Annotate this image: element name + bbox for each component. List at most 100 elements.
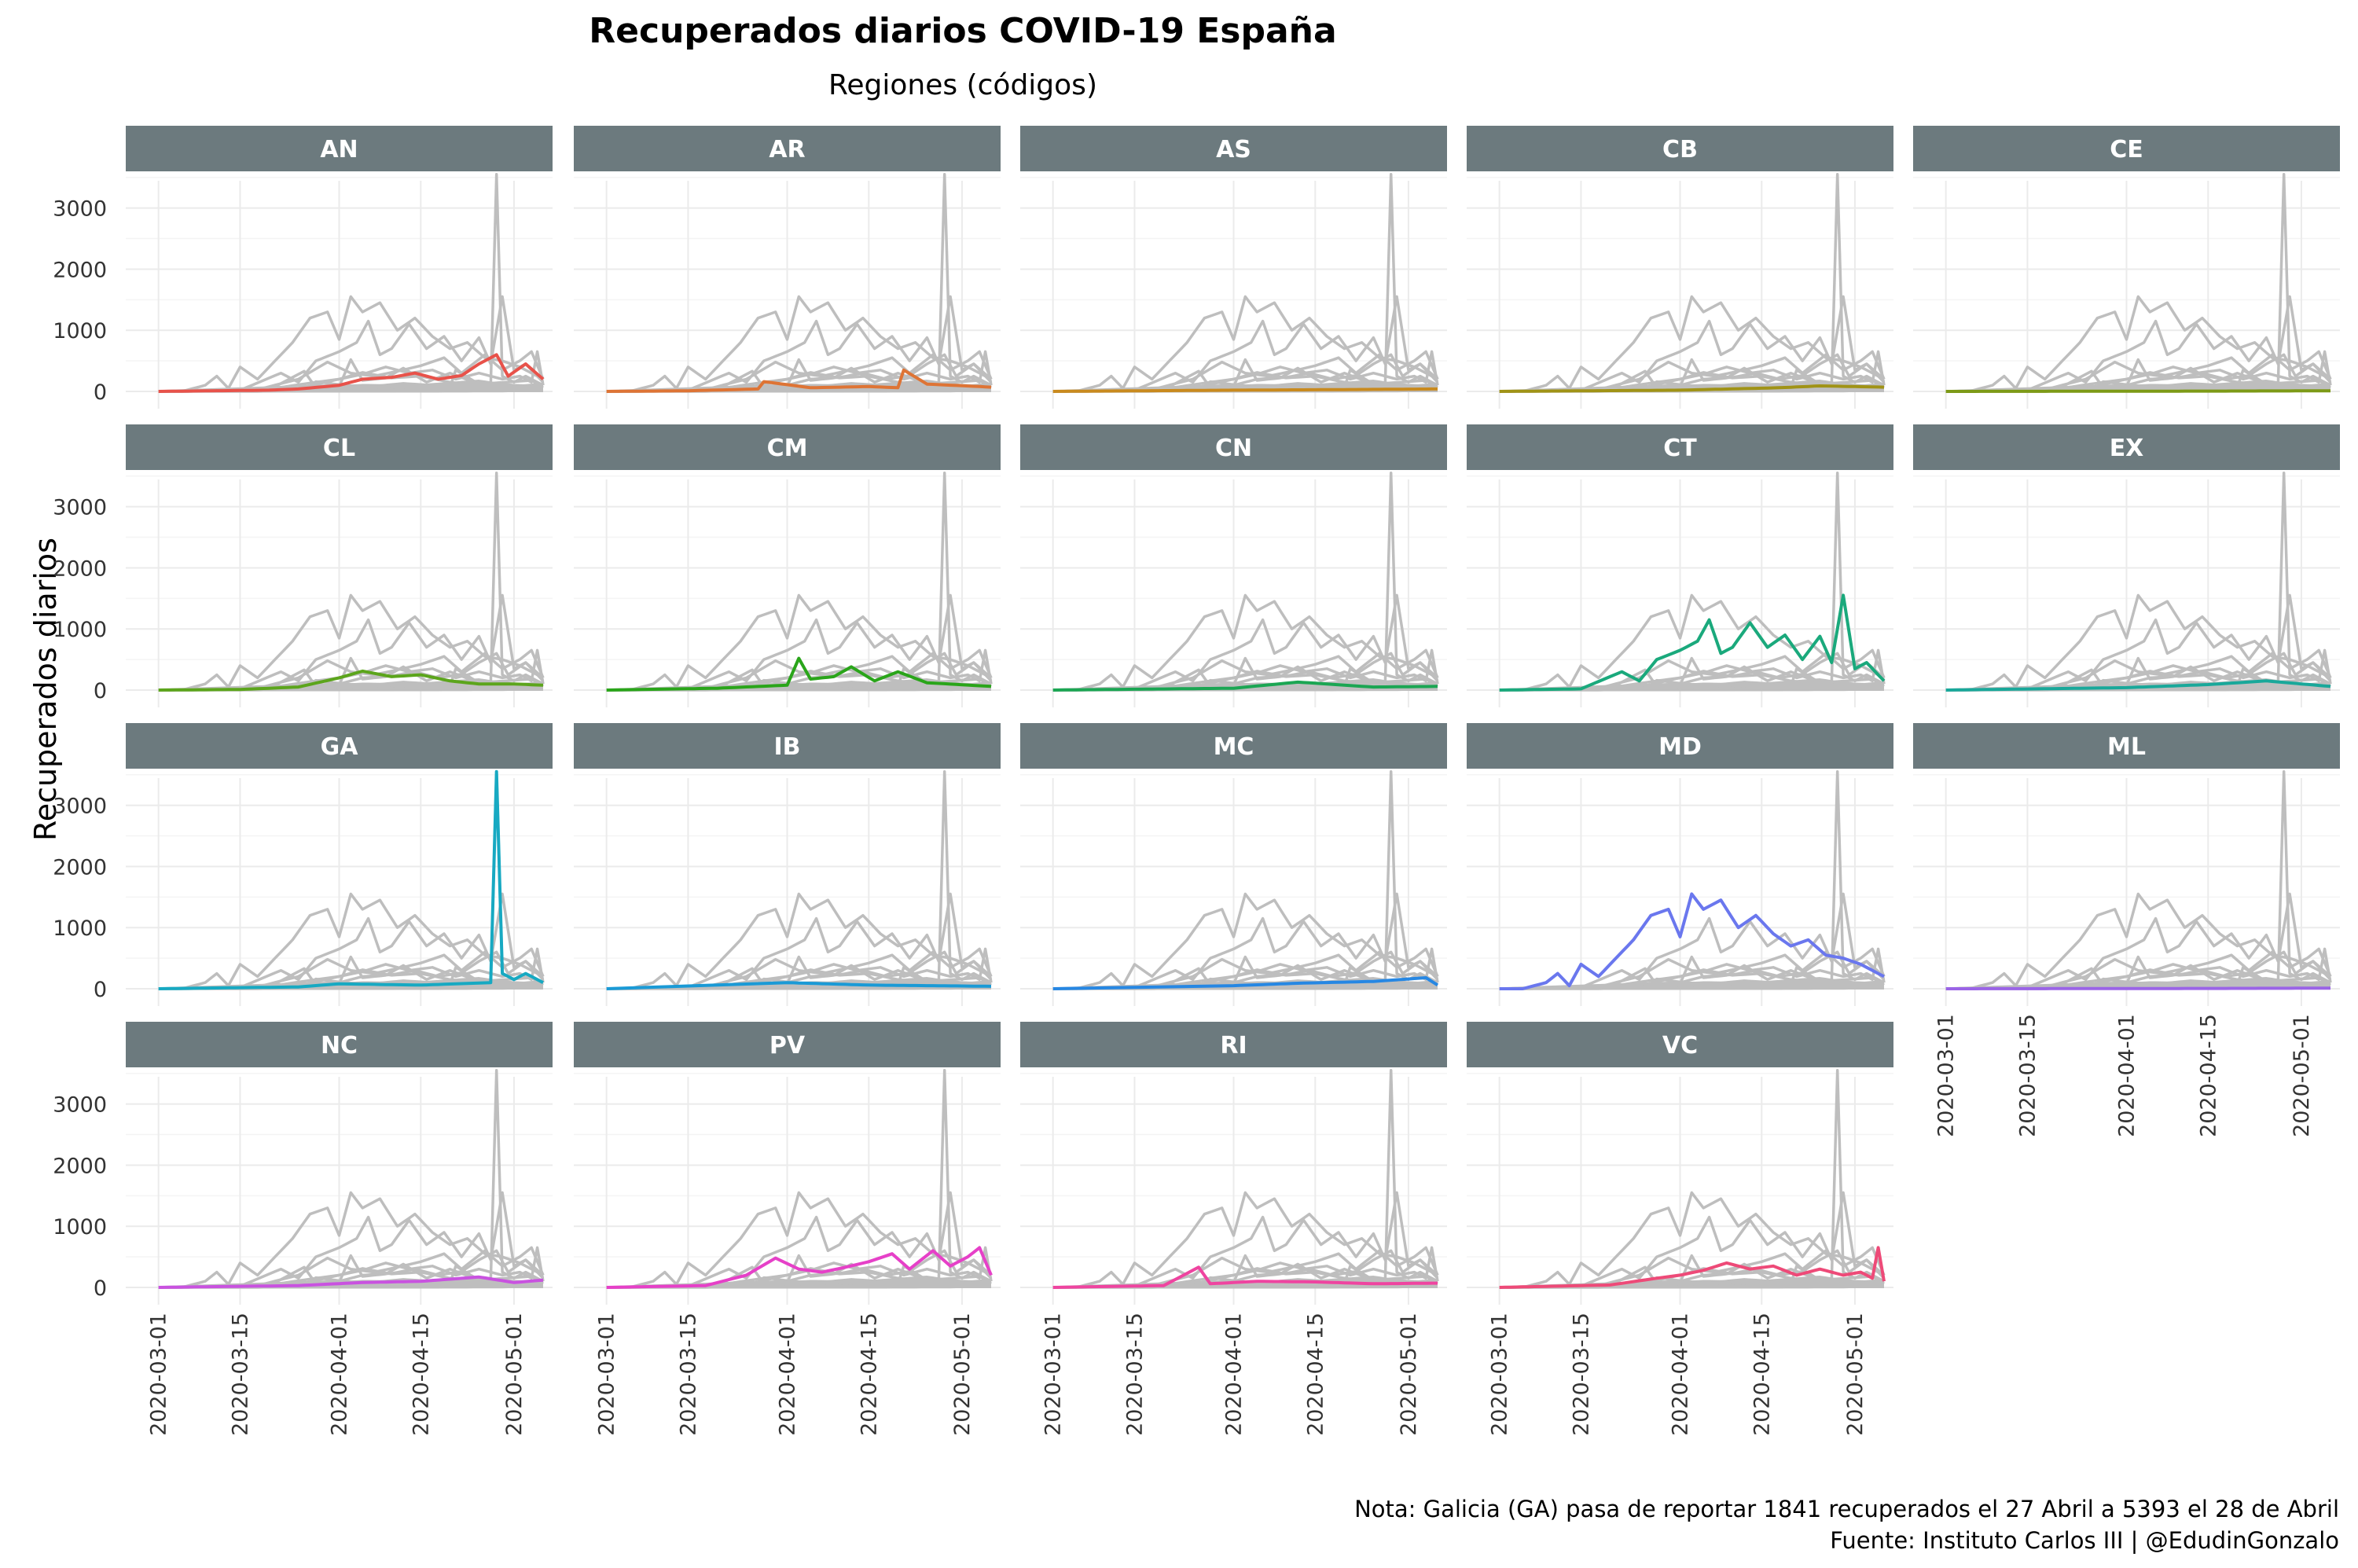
- x-tick-label: 2020-04-01: [2115, 1014, 2139, 1137]
- facet-strip: [1913, 723, 2340, 769]
- facet-strip-label: CT: [1663, 435, 1697, 462]
- facet-strip: [126, 1022, 553, 1067]
- y-tick-label: 2000: [53, 258, 107, 282]
- x-tick-label: 2020-03-15: [2015, 1014, 2040, 1137]
- x-tick-label: 2020-04-15: [1750, 1313, 1774, 1436]
- facet-strip: [574, 1022, 1001, 1067]
- x-tick-label: 2020-04-01: [1669, 1313, 1693, 1436]
- background-series-line-md: [606, 1191, 992, 1289]
- x-tick-label: 2020-03-15: [228, 1313, 252, 1436]
- facet-panel-vc: VC 2020-03-01 2020-03-15 2020-04-01 2020-04-…: [1467, 1022, 1893, 1436]
- y-tick-label: 1000: [53, 618, 107, 642]
- series-line-ml: [1945, 986, 2330, 990]
- x-tick-label: 2020-03-01: [147, 1313, 171, 1436]
- facet-strip-label: GA: [321, 733, 359, 761]
- y-tick-label: 3000: [53, 795, 107, 819]
- facet-panel-ml: ML 2020-03-01 2020-03-15 2020-04-01 2020-04-…: [1913, 723, 2340, 1137]
- facet-strip: [1467, 723, 1893, 769]
- background-series-line-md: [158, 1191, 544, 1289]
- y-tick-label: 2000: [53, 855, 107, 879]
- facet-strip: [1020, 1022, 1447, 1067]
- background-series-line-md: [1052, 1191, 1438, 1289]
- facet-strip: [126, 424, 553, 470]
- x-tick-label: 2020-03-15: [1569, 1313, 1593, 1436]
- background-series-line-md: [606, 295, 992, 393]
- facet-strip: [1467, 126, 1893, 171]
- background-series-line-md: [1945, 593, 2331, 692]
- series-line-cn: [1052, 680, 1438, 692]
- series-line-ri: [1052, 1265, 1438, 1289]
- x-tick-label: 2020-04-01: [776, 1313, 800, 1436]
- background-series-line-md: [1052, 295, 1438, 393]
- facet-strip: [126, 723, 553, 769]
- facet-panel-ib: IB: [574, 723, 1001, 1006]
- facet-panel-ex: EX: [1913, 424, 2340, 707]
- background-series-line-md: [1052, 892, 1438, 990]
- y-tick-label: 3000: [53, 197, 107, 222]
- facet-panel-nc: NC 0 1000 2000 3000 2020-03-01 2020-03-15 2020-…: [53, 1022, 553, 1436]
- facet-panel-ar: AR: [574, 126, 1001, 409]
- facet-panel-cm: CM: [574, 424, 1001, 707]
- facet-strip-label: CB: [1662, 136, 1698, 163]
- x-tick-label: 2020-03-15: [1122, 1313, 1147, 1436]
- x-tick-label: 2020-04-15: [2196, 1014, 2220, 1137]
- facet-strip-label: NC: [321, 1032, 358, 1059]
- background-series-line-md: [158, 295, 544, 393]
- y-tick-label: 3000: [53, 1093, 107, 1118]
- series-line-cb: [1499, 384, 1885, 393]
- caption-source: Fuente: Instituto Carlos III | @EdudinGo…: [1830, 1527, 2339, 1554]
- facet-panel-ri: RI 2020-03-01 2020-03-15 2020-04-01 2020-04-…: [1020, 1022, 1447, 1436]
- facet-strip-label: CE: [2110, 136, 2143, 163]
- facet-strip-label: EX: [2110, 435, 2144, 462]
- facet-strip: [574, 723, 1001, 769]
- series-line-ib: [606, 981, 992, 990]
- facet-strip-label: PV: [769, 1032, 806, 1059]
- facet-strip-label: VC: [1662, 1032, 1698, 1059]
- facet-strip-label: MC: [1214, 733, 1254, 761]
- series-line-md: [1499, 892, 1885, 990]
- caption-note: Nota: Galicia (GA) pasa de reportar 1841…: [1354, 1496, 2339, 1522]
- facet-strip: [574, 126, 1001, 171]
- facet-strip: [1467, 424, 1893, 470]
- x-tick-label: 2020-05-01: [1843, 1313, 1868, 1436]
- x-tick-label: 2020-05-01: [950, 1313, 975, 1436]
- y-tick-label: 2000: [53, 1154, 107, 1178]
- facet-strip-label: AR: [769, 136, 805, 163]
- y-tick-label: 2000: [53, 556, 107, 581]
- facet-panel-cb: CB: [1467, 126, 1893, 409]
- background-series-line-md: [606, 593, 992, 692]
- x-tick-label: 2020-05-01: [2290, 1014, 2314, 1137]
- y-tick-label: 3000: [53, 496, 107, 520]
- background-series-line-md: [1499, 1191, 1885, 1289]
- facet-strip: [126, 126, 553, 171]
- series-line-ar: [606, 368, 992, 393]
- background-series-line-md: [1945, 295, 2331, 393]
- x-tick-label: 2020-05-01: [502, 1313, 527, 1436]
- background-series-line-md: [1499, 295, 1885, 393]
- x-tick-label: 2020-03-01: [1934, 1014, 1959, 1137]
- series-line-vc: [1499, 1246, 1886, 1289]
- y-tick-label: 0: [94, 380, 107, 405]
- x-tick-label: 2020-04-15: [857, 1313, 881, 1436]
- x-tick-label: 2020-04-01: [1222, 1313, 1247, 1436]
- y-tick-label: 0: [94, 679, 107, 703]
- facet-strip-label: RI: [1220, 1032, 1247, 1059]
- background-series-line-md: [1499, 593, 1885, 692]
- facet-panel-md: MD: [1467, 723, 1893, 1006]
- background-series-line-md: [1945, 892, 2331, 990]
- series-line-pv: [606, 1246, 993, 1289]
- facet-panel-ga: GA 0 1000 2000 3000: [53, 723, 553, 1006]
- background-series-line-md: [1052, 593, 1438, 692]
- series-line-cm: [606, 656, 992, 692]
- facet-strip: [1020, 424, 1447, 470]
- x-tick-label: 2020-03-01: [1488, 1313, 1512, 1436]
- background-series-line-vc: [1499, 947, 1886, 990]
- series-line-cl: [158, 669, 544, 692]
- facet-panel-pv: PV 2020-03-01 2020-03-15 2020-04-01 2020-04-…: [574, 1022, 1001, 1436]
- background-series-line-md: [158, 892, 544, 990]
- y-tick-label: 0: [94, 1276, 107, 1301]
- facet-strip: [1913, 126, 2340, 171]
- facet-strip: [1467, 1022, 1893, 1067]
- x-tick-label: 2020-03-15: [676, 1313, 700, 1436]
- facet-panel-as: AS: [1020, 126, 1447, 409]
